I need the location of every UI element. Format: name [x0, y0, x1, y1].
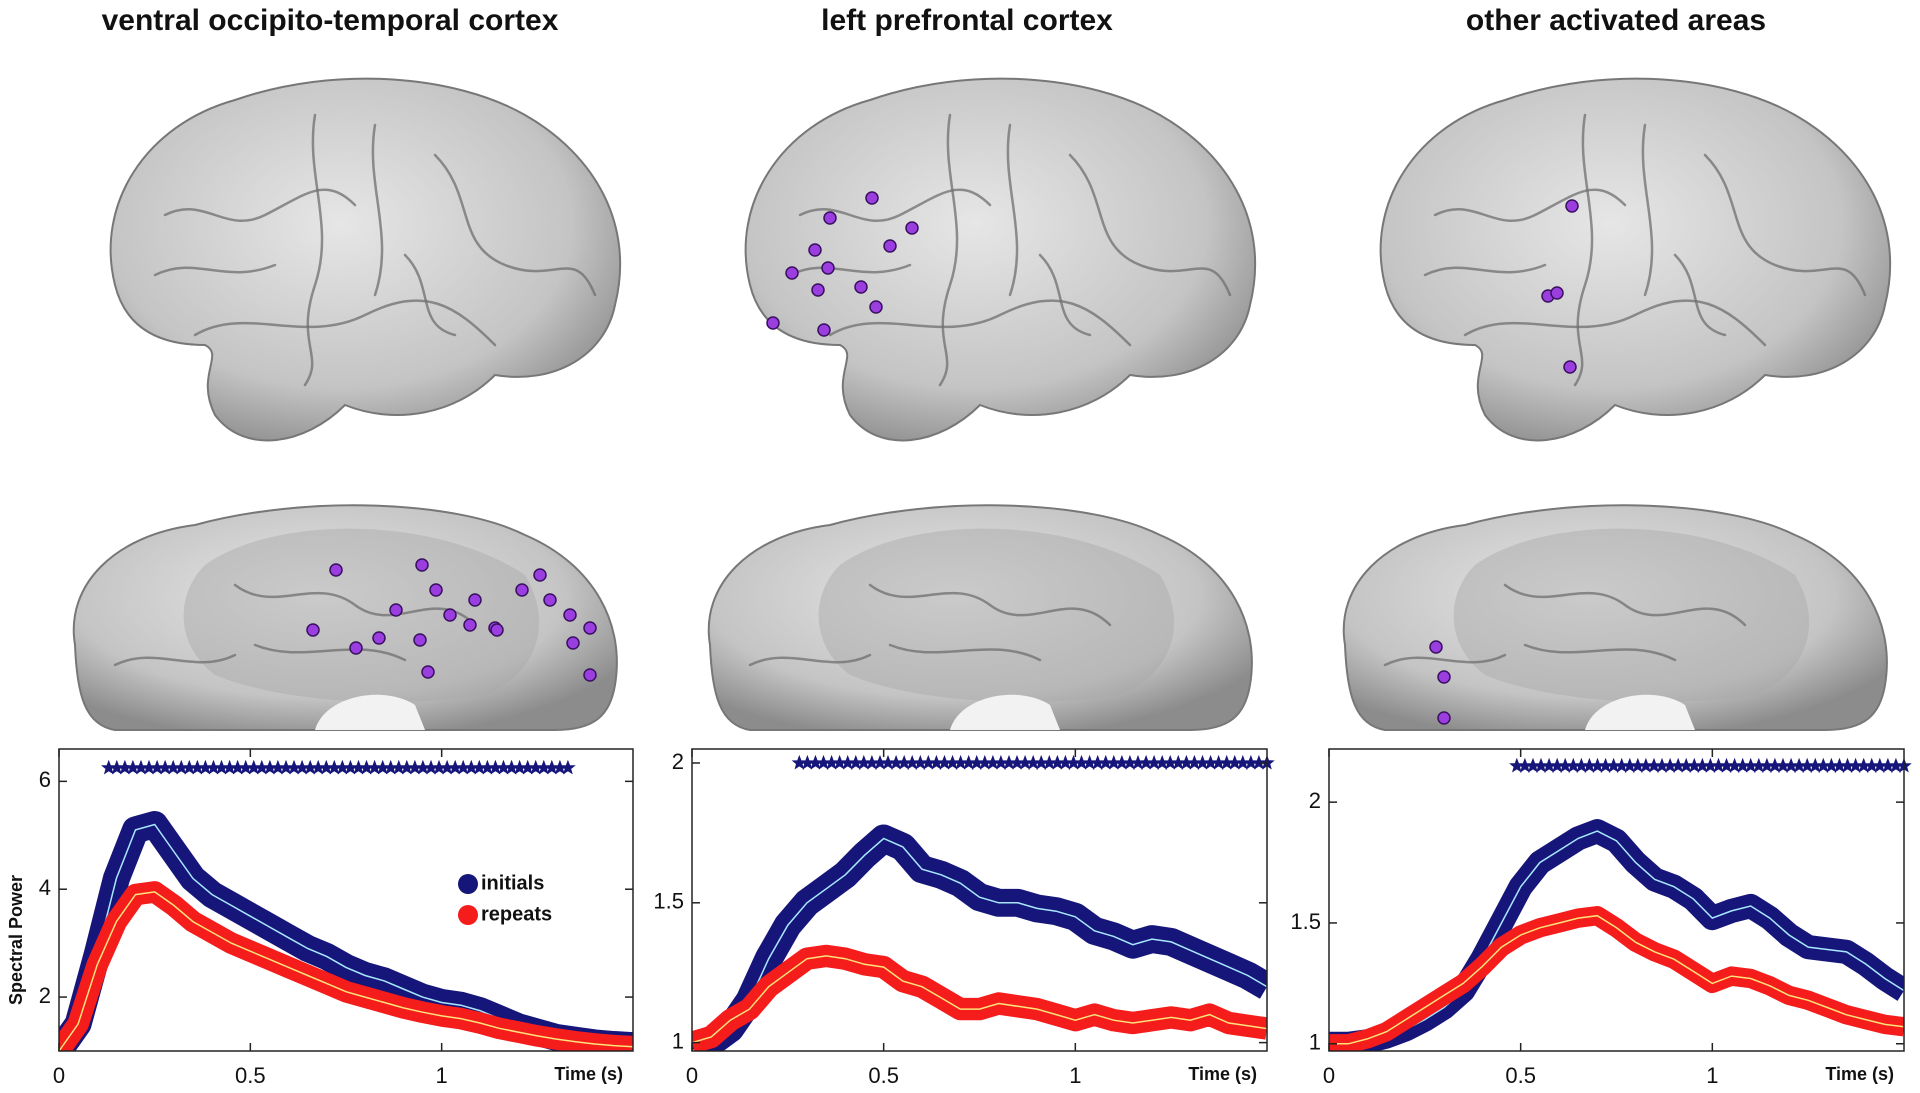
brain-ventral [1342, 504, 1889, 732]
x-tick-label: 0 [53, 1063, 65, 1088]
y-tick-label: 1 [1309, 1030, 1321, 1055]
brain-lateral [109, 77, 622, 442]
x-tick-label: 0.5 [868, 1063, 899, 1088]
mean-line [1329, 914, 1904, 1045]
brain-lateral [1379, 77, 1892, 442]
legend-marker [458, 874, 478, 894]
significance-markers [1509, 757, 1912, 773]
x-tick-label: 1 [436, 1063, 448, 1088]
brain-ventral [707, 504, 1254, 732]
brain-lateral [744, 77, 1257, 442]
brain-images [72, 77, 1892, 732]
x-tick-label: 1 [1069, 1063, 1081, 1088]
plot-area [59, 811, 633, 1051]
x-axis-label: Time (s) [1188, 1064, 1257, 1084]
y-tick-label: 1 [672, 1028, 684, 1053]
legend-label: repeats [481, 903, 552, 925]
x-tick-label: 0.5 [235, 1063, 266, 1088]
electrodes [306, 191, 1579, 725]
y-tick-label: 2 [39, 983, 51, 1008]
plot-area [1329, 819, 1904, 1051]
significance-markers [101, 759, 576, 775]
chart-title: other activated areas [1466, 4, 1766, 37]
x-tick-label: 0.5 [1505, 1063, 1536, 1088]
mean-line [1329, 830, 1904, 1045]
x-tick-label: 1 [1706, 1063, 1718, 1088]
chart-title: left prefrontal cortex [821, 4, 1113, 37]
y-tick-label: 6 [39, 767, 51, 792]
x-axis-label: Time (s) [1825, 1064, 1894, 1084]
axes-box [58, 748, 634, 1052]
x-tick-label: 0 [686, 1063, 698, 1088]
confidence-band [692, 944, 1267, 1051]
mean-line [692, 955, 1267, 1044]
confidence-band [1329, 906, 1904, 1051]
legend-marker [458, 905, 478, 925]
mean-line [59, 891, 633, 1051]
plot-area [692, 824, 1267, 1051]
brain-ventral [72, 504, 619, 732]
x-axis-label: Time (s) [554, 1064, 623, 1084]
axes-box [691, 748, 1268, 1052]
axes-box [1328, 748, 1905, 1052]
confidence-band [59, 811, 633, 1051]
y-tick-label: 4 [39, 875, 51, 900]
y-tick-label: 2 [672, 749, 684, 774]
y-tick-label: 1.5 [1290, 909, 1321, 934]
legend-label: initials [481, 872, 544, 894]
mean-line [59, 823, 633, 1051]
y-tick-label: 2 [1309, 788, 1321, 813]
mean-line [692, 837, 1267, 1051]
chart-title: ventral occipito-temporal cortex [102, 4, 559, 37]
x-tick-label: 0 [1323, 1063, 1335, 1088]
y-tick-label: 1.5 [653, 889, 684, 914]
significance-markers [791, 754, 1275, 770]
y-axis-label: Spectral Power [6, 875, 26, 1005]
